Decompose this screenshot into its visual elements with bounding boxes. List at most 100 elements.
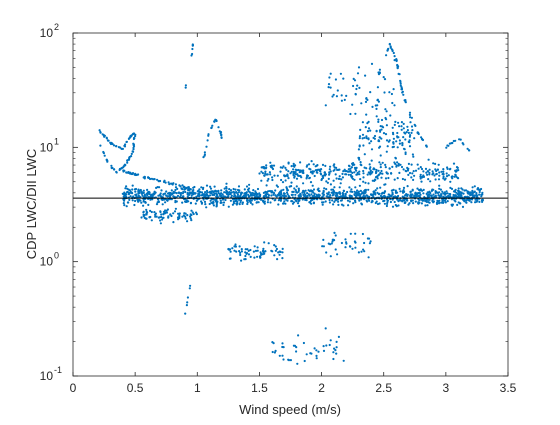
data-point	[362, 180, 365, 183]
data-point	[260, 179, 263, 182]
data-point	[343, 98, 346, 101]
data-point	[356, 72, 360, 75]
data-point	[232, 187, 235, 191]
data-point	[378, 145, 382, 148]
data-point	[378, 192, 381, 195]
data-point	[204, 193, 208, 196]
data-point	[385, 150, 388, 153]
data-point	[328, 76, 331, 79]
data-point	[125, 193, 128, 196]
data-point	[430, 189, 433, 192]
data-point	[245, 185, 249, 188]
data-point	[215, 203, 218, 206]
data-point	[345, 242, 348, 245]
data-point	[174, 201, 177, 204]
data-point	[129, 195, 132, 198]
data-point	[207, 134, 210, 137]
data-point	[292, 172, 295, 176]
data-point	[137, 198, 140, 201]
data-point	[438, 174, 441, 177]
data-point	[367, 182, 370, 185]
data-point	[446, 166, 449, 169]
data-point	[253, 245, 256, 248]
data-point	[426, 204, 429, 207]
data-point	[251, 191, 254, 195]
data-point	[321, 174, 325, 178]
data-point	[252, 250, 255, 253]
data-point	[353, 240, 356, 243]
data-point	[362, 169, 365, 173]
data-point	[268, 171, 271, 174]
data-point	[287, 195, 291, 198]
data-point	[267, 198, 270, 201]
data-point	[289, 172, 292, 175]
data-point	[409, 190, 412, 193]
data-point	[277, 192, 281, 195]
data-point	[181, 201, 184, 204]
data-point	[316, 188, 319, 191]
data-point	[370, 140, 373, 143]
data-point	[478, 193, 481, 196]
data-point	[334, 199, 337, 202]
data-point	[256, 255, 259, 258]
data-point	[326, 181, 329, 184]
data-point	[155, 186, 158, 189]
data-point	[333, 231, 336, 234]
data-point	[355, 87, 358, 91]
data-point	[362, 248, 365, 251]
data-point	[325, 251, 328, 254]
data-point	[297, 168, 300, 172]
data-point	[186, 191, 189, 194]
data-point	[431, 199, 434, 202]
data-point	[166, 195, 169, 198]
data-point	[388, 91, 391, 94]
data-point	[421, 199, 424, 202]
data-point	[331, 95, 334, 98]
data-point	[361, 232, 364, 236]
data-point	[386, 145, 389, 148]
data-point	[429, 194, 433, 197]
data-point	[181, 215, 184, 218]
data-point	[361, 121, 364, 124]
data-point	[121, 166, 124, 169]
data-point	[205, 206, 208, 209]
data-point	[310, 170, 313, 173]
data-point	[334, 349, 337, 352]
data-point	[380, 169, 383, 173]
data-point	[374, 201, 377, 205]
data-point	[480, 193, 483, 196]
data-point	[403, 190, 406, 193]
data-point	[395, 140, 398, 143]
data-point	[290, 170, 293, 173]
data-point	[141, 194, 144, 197]
data-point	[244, 251, 247, 254]
data-point	[367, 237, 371, 240]
data-point	[338, 168, 341, 171]
data-point	[292, 168, 295, 171]
data-point	[159, 219, 162, 222]
data-point	[404, 99, 407, 102]
data-point	[278, 250, 281, 253]
data-point	[353, 193, 356, 196]
data-point	[354, 232, 357, 235]
data-point	[189, 201, 193, 204]
data-point	[263, 174, 266, 177]
data-point	[391, 205, 395, 208]
data-point	[137, 188, 140, 191]
data-point	[167, 216, 170, 219]
data-point	[123, 194, 126, 197]
data-point	[389, 114, 392, 117]
data-point	[228, 191, 231, 194]
data-point	[422, 170, 425, 173]
data-point	[363, 189, 366, 193]
data-point	[266, 173, 269, 176]
data-point	[394, 189, 397, 192]
data-point	[311, 172, 314, 175]
data-point	[217, 192, 220, 195]
data-point	[309, 181, 313, 184]
data-point	[465, 199, 468, 202]
data-point	[368, 163, 371, 166]
data-point	[412, 170, 415, 173]
data-point	[167, 181, 170, 184]
